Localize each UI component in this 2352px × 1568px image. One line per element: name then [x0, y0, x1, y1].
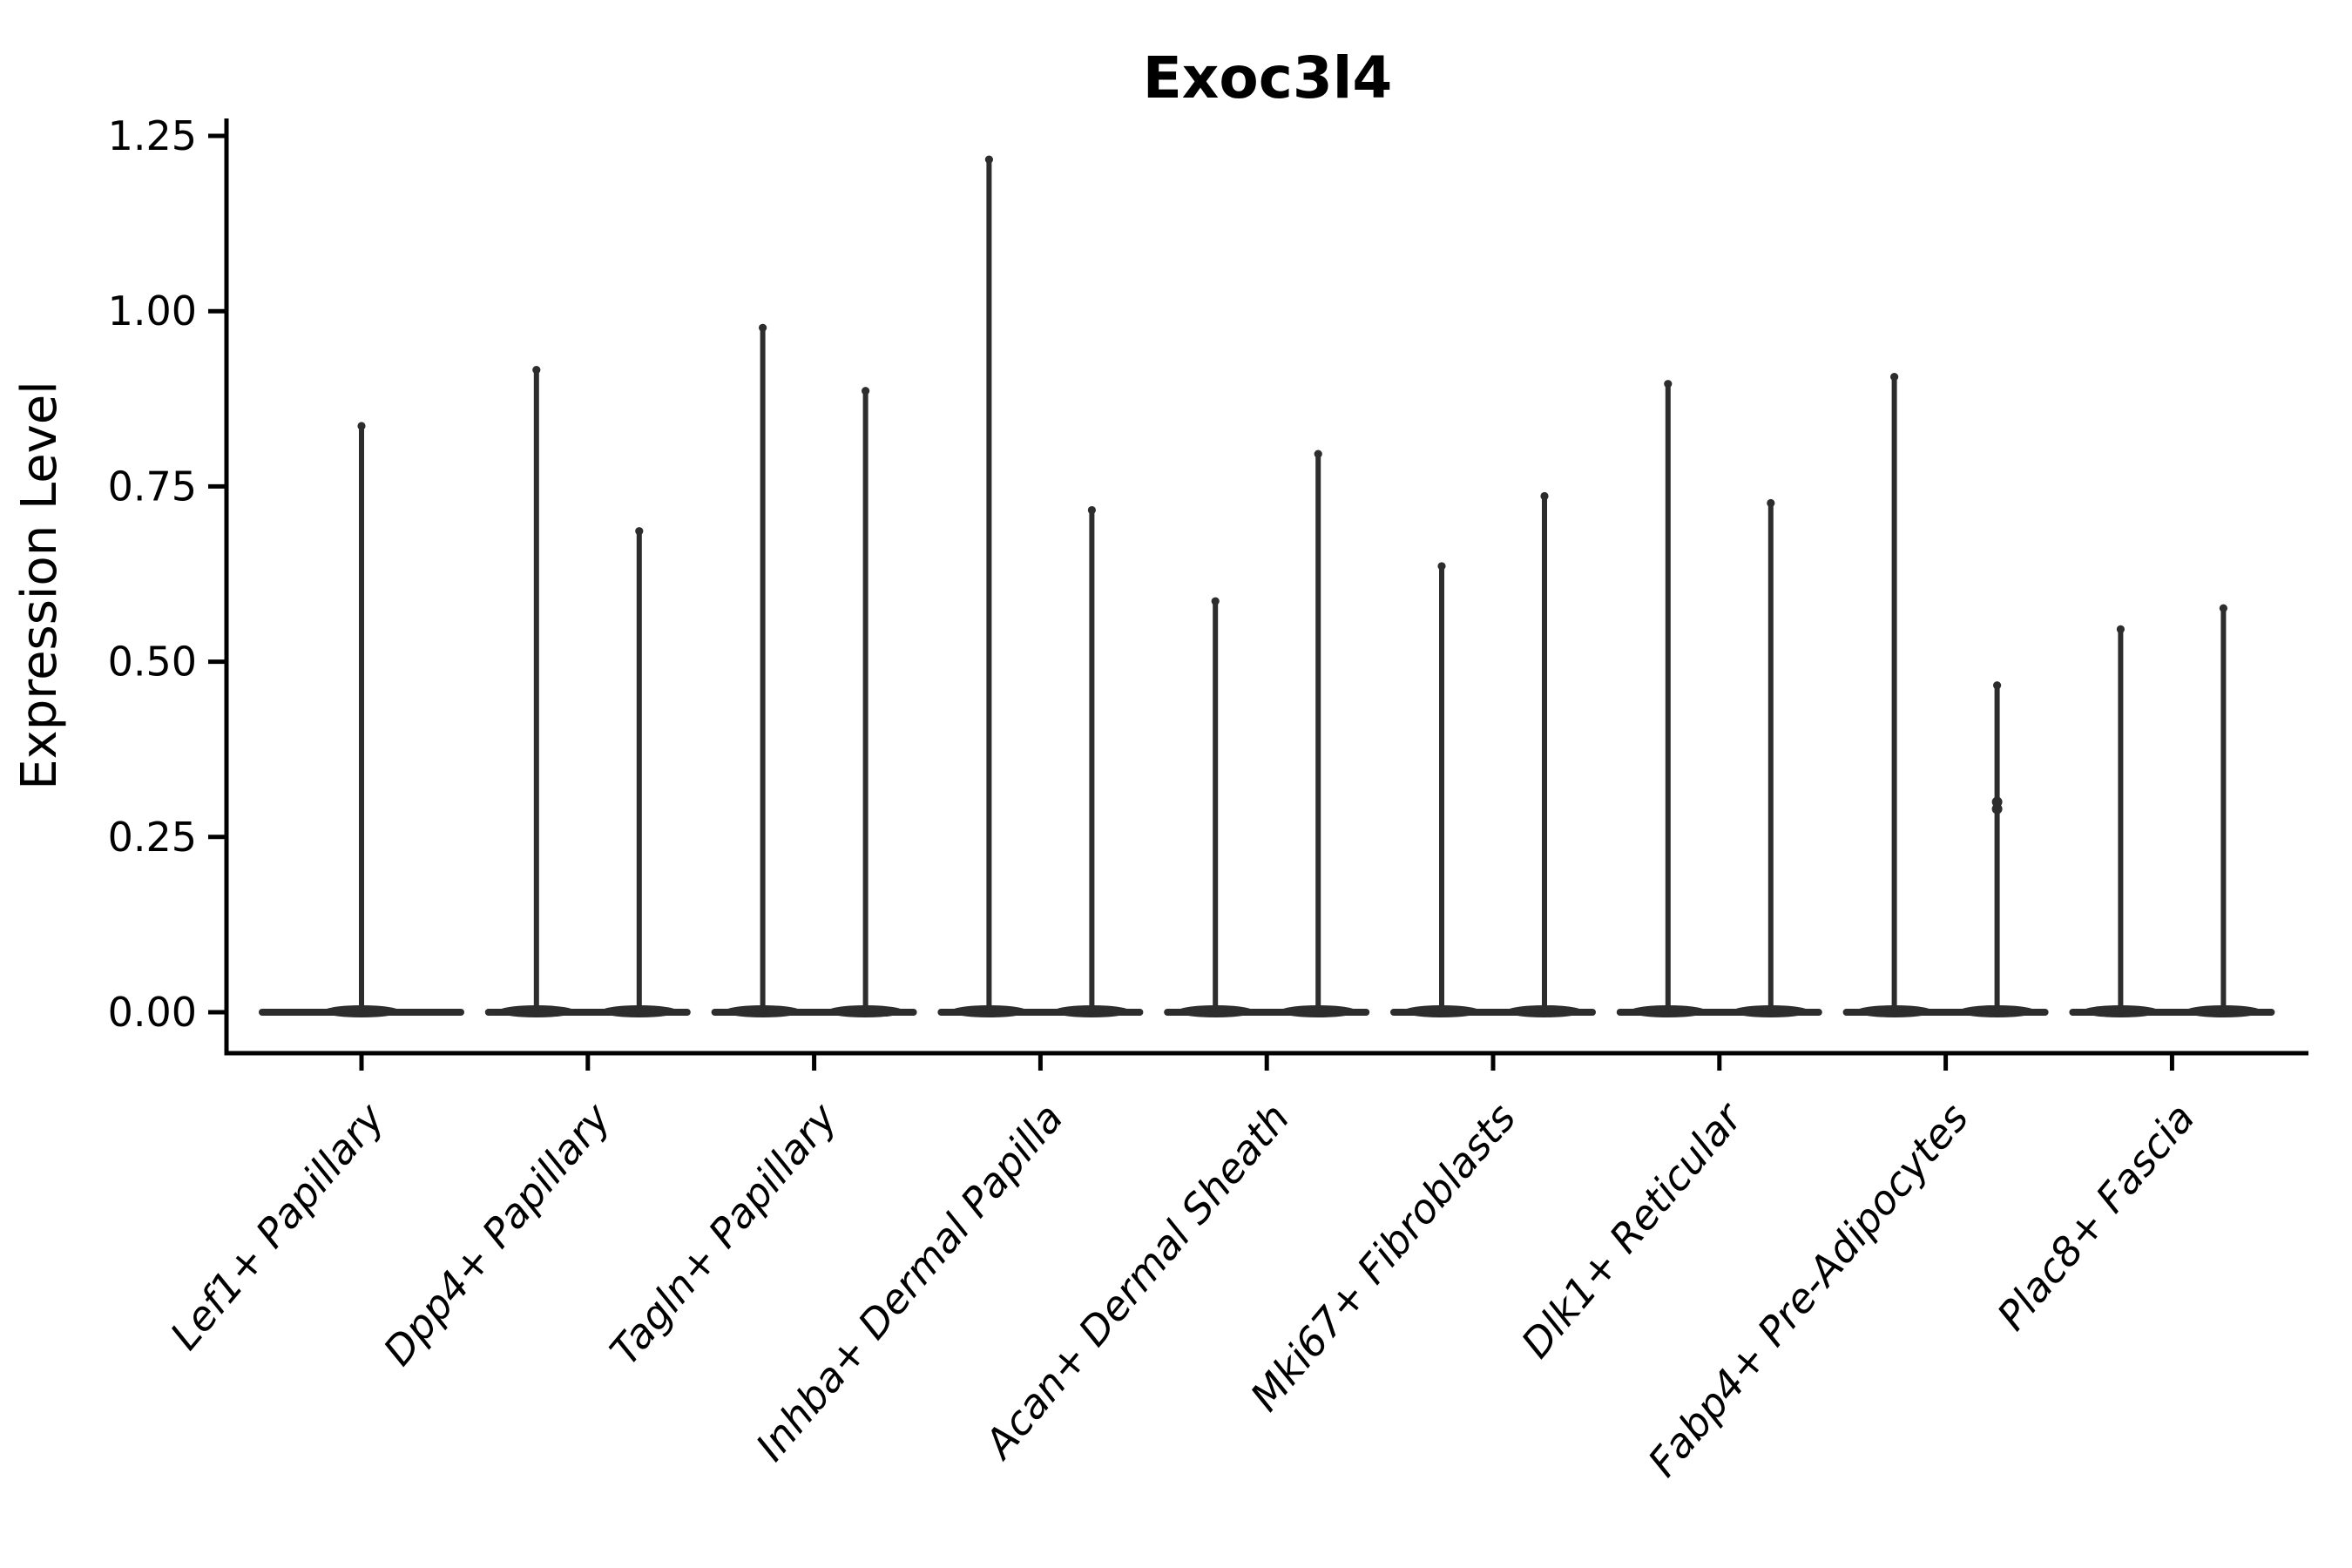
violin-needle: [1542, 493, 1547, 1014]
y-tick-label: 0.25: [108, 814, 197, 861]
violin-needle-tip: [1767, 498, 1775, 508]
violin-needle-tip: [759, 323, 767, 332]
x-tick-label: Tagln+ Papillary: [601, 1094, 847, 1374]
violin-group: [259, 422, 464, 1017]
violin-group: [711, 323, 917, 1017]
violin-needle: [1767, 500, 1774, 1014]
y-axis-title: Expression Level: [11, 381, 68, 790]
violin-needle: [2118, 626, 2124, 1014]
violin-group: [1164, 449, 1370, 1017]
violin-needle-tip: [1087, 505, 1096, 515]
violin-needle-tip: [357, 422, 366, 430]
violin-needle: [533, 367, 539, 1015]
violin-needle-tip: [1314, 449, 1322, 458]
x-tick-label: Lef1+ Papillary: [161, 1094, 394, 1359]
violin-needle-tip: [1664, 380, 1673, 389]
violin-bead: [1991, 803, 2003, 814]
violin-needle-tip: [862, 387, 870, 395]
violin-needle-tip: [532, 365, 541, 375]
violin-group: [1390, 491, 1596, 1017]
violin-needle: [986, 157, 992, 1015]
y-tick-label: 0.00: [108, 989, 197, 1036]
violin-needle: [1665, 381, 1671, 1014]
violin-needle: [1994, 682, 2000, 1014]
violin-needle-tip: [1993, 681, 2002, 690]
violin-needle-tip: [635, 527, 644, 536]
y-tick-label: 0.50: [108, 639, 197, 686]
y-tick-label: 1.00: [108, 287, 197, 335]
violin-needle: [760, 325, 766, 1014]
x-tick-label: Dpp4+ Papillary: [374, 1094, 619, 1375]
violin-needle-tip: [1890, 373, 1899, 382]
violin-needle: [1315, 451, 1321, 1014]
violin-needle: [1891, 374, 1897, 1015]
violin-group: [1842, 373, 2049, 1017]
violin-needle: [1089, 507, 1095, 1014]
x-tick-label: Plac8+ Fascia: [1988, 1094, 2204, 1339]
violin-needle-tip: [2219, 604, 2227, 612]
violin-group: [484, 365, 691, 1017]
violin-group: [1616, 380, 1822, 1017]
violin-needle: [862, 388, 868, 1014]
x-tick-label: Mki67+ Fibroblasts: [1241, 1094, 1525, 1420]
y-tick-label: 1.25: [108, 112, 197, 159]
x-tick-label: Dlk1+ Reticular: [1512, 1092, 1753, 1367]
violin-group: [937, 155, 1144, 1017]
chart-title: Exoc3l4: [1143, 44, 1393, 112]
y-tick-label: 0.75: [108, 463, 197, 510]
violin-needle: [636, 528, 642, 1014]
violin-needle-tip: [1540, 491, 1549, 501]
violin-needle: [1439, 563, 1444, 1014]
violins-layer: [259, 155, 2275, 1017]
violin-needle-tip: [1437, 562, 1446, 571]
violin-needle-tip: [1211, 597, 1220, 605]
violin-group: [2069, 604, 2275, 1017]
violin-needle: [2220, 605, 2227, 1014]
violin-needle-tip: [2116, 625, 2125, 633]
violin-needle: [1213, 598, 1219, 1014]
violin-needle: [359, 422, 364, 1014]
violin-needle-tip: [984, 155, 993, 164]
